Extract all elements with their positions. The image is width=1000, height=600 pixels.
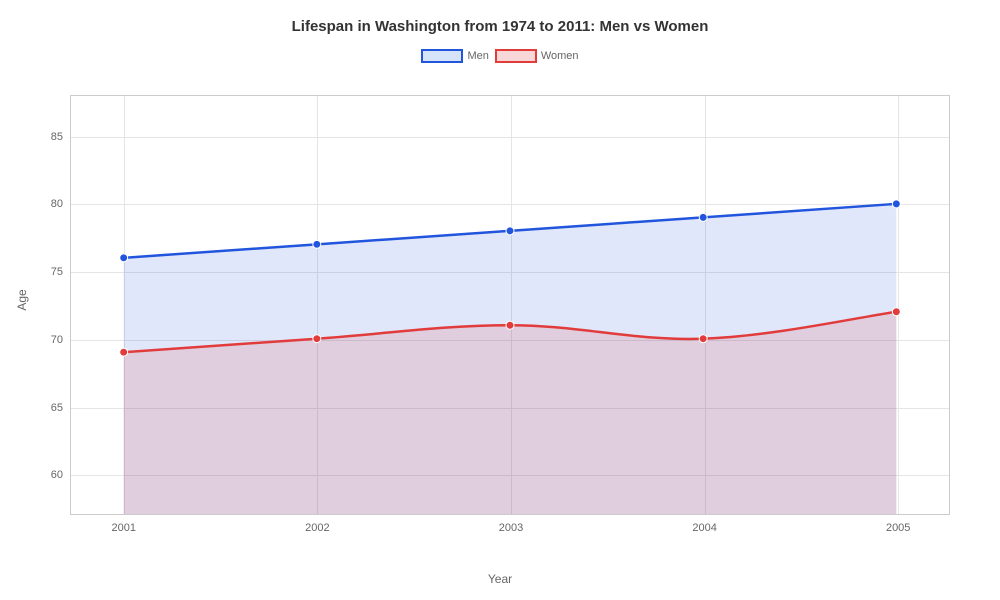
data-point[interactable] — [120, 254, 128, 262]
data-point[interactable] — [120, 348, 128, 356]
legend-swatch-women — [495, 49, 537, 63]
data-point[interactable] — [313, 335, 321, 343]
plot-area[interactable]: 60657075808520012002200320042005 — [70, 95, 950, 515]
data-point[interactable] — [313, 240, 321, 248]
legend-item-women[interactable]: Women — [495, 49, 579, 63]
x-tick-label: 2004 — [692, 522, 716, 534]
data-point[interactable] — [699, 213, 707, 221]
data-point[interactable] — [506, 227, 514, 235]
x-tick-label: 2003 — [499, 522, 523, 534]
legend: Men Women — [0, 49, 1000, 63]
data-point[interactable] — [892, 200, 900, 208]
y-tick-label: 85 — [51, 131, 63, 143]
chart-container: Lifespan in Washington from 1974 to 2011… — [0, 0, 1000, 600]
data-point[interactable] — [699, 335, 707, 343]
y-tick-label: 65 — [51, 402, 63, 414]
y-tick-label: 75 — [51, 266, 63, 278]
y-tick-label: 60 — [51, 469, 63, 481]
chart-title: Lifespan in Washington from 1974 to 2011… — [0, 0, 1000, 35]
series-svg — [71, 96, 949, 514]
legend-item-men[interactable]: Men — [421, 49, 488, 63]
x-axis-label: Year — [488, 572, 512, 586]
x-tick-label: 2002 — [305, 522, 329, 534]
legend-label-women: Women — [541, 50, 579, 62]
data-point[interactable] — [506, 321, 514, 329]
y-tick-label: 70 — [51, 334, 63, 346]
y-tick-label: 80 — [51, 198, 63, 210]
data-point[interactable] — [892, 308, 900, 316]
legend-label-men: Men — [467, 50, 488, 62]
x-tick-label: 2001 — [112, 522, 136, 534]
x-tick-label: 2005 — [886, 522, 910, 534]
plot-wrap: 60657075808520012002200320042005 — [70, 95, 950, 515]
y-axis-label: Age — [15, 289, 29, 310]
legend-swatch-men — [421, 49, 463, 63]
